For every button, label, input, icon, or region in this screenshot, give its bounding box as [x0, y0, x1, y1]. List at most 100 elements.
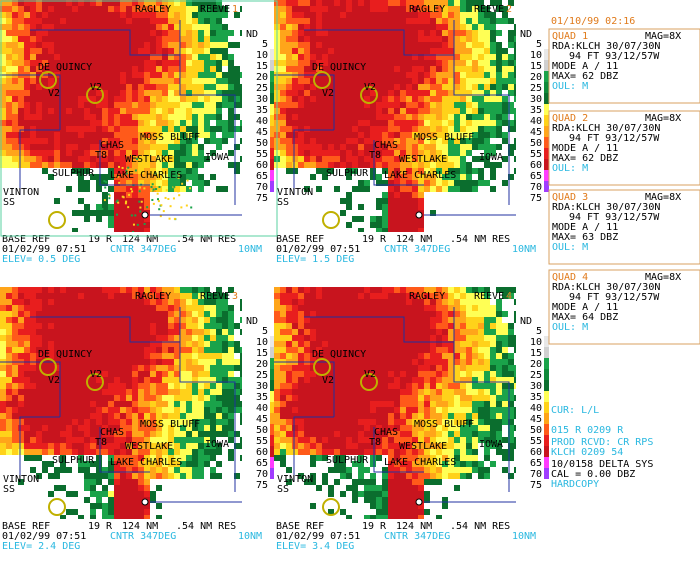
- reflectivity-pixel: [210, 365, 216, 371]
- reflectivity-pixel: [150, 90, 156, 96]
- reflectivity-pixel: [6, 108, 12, 114]
- reflectivity-pixel: [370, 305, 376, 311]
- reflectivity-pixel: [84, 485, 90, 491]
- reflectivity-pixel: [180, 383, 186, 389]
- reflectivity-pixel: [346, 407, 352, 413]
- reflectivity-pixel: [394, 359, 400, 365]
- reflectivity-pixel: [304, 96, 310, 102]
- reflectivity-pixel: [502, 341, 508, 347]
- reflectivity-pixel: [156, 78, 162, 84]
- reflectivity-pixel: [114, 515, 120, 521]
- reflectivity-pixel: [114, 419, 120, 425]
- reflectivity-pixel: [144, 395, 150, 401]
- reflectivity-pixel: [222, 60, 228, 66]
- reflectivity-pixel: [168, 72, 174, 78]
- reflectivity-pixel: [490, 168, 496, 174]
- reflectivity-pixel: [210, 473, 216, 479]
- reflectivity-pixel: [174, 287, 180, 293]
- reflectivity-pixel: [156, 66, 162, 72]
- reflectivity-pixel: [280, 329, 286, 335]
- reflectivity-pixel: [460, 48, 466, 54]
- reflectivity-pixel: [228, 120, 234, 126]
- reflectivity-pixel: [322, 120, 328, 126]
- reflectivity-pixel: [340, 323, 346, 329]
- reflectivity-pixel: [84, 48, 90, 54]
- reflectivity-pixel: [274, 341, 280, 347]
- reflectivity-pixel: [156, 353, 162, 359]
- reflectivity-pixel: [436, 365, 442, 371]
- reflectivity-pixel: [286, 60, 292, 66]
- reflectivity-pixel: [66, 126, 72, 132]
- reflectivity-pixel: [210, 78, 216, 84]
- reflectivity-pixel: [334, 6, 340, 12]
- reflectivity-pixel: [454, 162, 460, 168]
- reflectivity-pixel: [418, 48, 424, 54]
- reflectivity-pixel: [138, 347, 144, 353]
- reflectivity-pixel: [388, 204, 394, 210]
- reflectivity-pixel: [216, 413, 222, 419]
- reflectivity-pixel: [72, 126, 78, 132]
- reflectivity-pixel: [216, 395, 222, 401]
- reflectivity-pixel: [42, 126, 48, 132]
- reflectivity-pixel: [24, 24, 30, 30]
- reflectivity-pixel: [370, 293, 376, 299]
- reflectivity-pixel: [204, 132, 210, 138]
- reflectivity-pixel: [162, 377, 168, 383]
- nm-res-label: .54 NM RES: [176, 521, 236, 532]
- reflectivity-pixel: [454, 407, 460, 413]
- reflectivity-pixel: [198, 72, 204, 78]
- reflectivity-pixel: [12, 347, 18, 353]
- reflectivity-pixel: [192, 162, 198, 168]
- scale-color-swatch: [544, 60, 549, 71]
- reflectivity-pixel: [406, 114, 412, 120]
- city-label: IOWA: [205, 439, 229, 450]
- reflectivity-pixel: [192, 36, 198, 42]
- reflectivity-pixel: [126, 293, 132, 299]
- reflectivity-pixel: [496, 389, 502, 395]
- reflectivity-pixel: [316, 413, 322, 419]
- clutter-pixel: [174, 218, 176, 220]
- reflectivity-pixel: [204, 126, 210, 132]
- clutter-pixel: [134, 214, 136, 216]
- reflectivity-pixel: [280, 60, 286, 66]
- scale-level-label: 45: [256, 414, 268, 425]
- reflectivity-pixel: [322, 335, 328, 341]
- reflectivity-pixel: [346, 12, 352, 18]
- reflectivity-pixel: [436, 383, 442, 389]
- reflectivity-pixel: [18, 60, 24, 66]
- reflectivity-pixel: [144, 491, 150, 497]
- reflectivity-pixel: [292, 108, 298, 114]
- reflectivity-pixel: [18, 54, 24, 60]
- reflectivity-pixel: [310, 311, 316, 317]
- reflectivity-pixel: [30, 371, 36, 377]
- reflectivity-pixel: [334, 78, 340, 84]
- reflectivity-pixel: [454, 30, 460, 36]
- reflectivity-pixel: [334, 84, 340, 90]
- reflectivity-pixel: [162, 72, 168, 78]
- reflectivity-pixel: [382, 60, 388, 66]
- reflectivity-pixel: [12, 6, 18, 12]
- reflectivity-pixel: [198, 383, 204, 389]
- reflectivity-pixel: [466, 329, 472, 335]
- reflectivity-pixel: [240, 413, 246, 419]
- reflectivity-pixel: [298, 341, 304, 347]
- reflectivity-pixel: [96, 186, 102, 192]
- reflectivity-pixel: [126, 138, 132, 144]
- reflectivity-pixel: [484, 24, 490, 30]
- reflectivity-pixel: [502, 383, 508, 389]
- reflectivity-pixel: [132, 479, 138, 485]
- reflectivity-pixel: [66, 311, 72, 317]
- reflectivity-pixel: [72, 150, 78, 156]
- reflectivity-pixel: [222, 353, 228, 359]
- reflectivity-pixel: [228, 455, 234, 461]
- reflectivity-pixel: [388, 216, 394, 222]
- reflectivity-pixel: [156, 395, 162, 401]
- reflectivity-pixel: [228, 42, 234, 48]
- reflectivity-pixel: [204, 138, 210, 144]
- city-label: WESTLAKE: [125, 441, 173, 452]
- reflectivity-pixel: [42, 36, 48, 42]
